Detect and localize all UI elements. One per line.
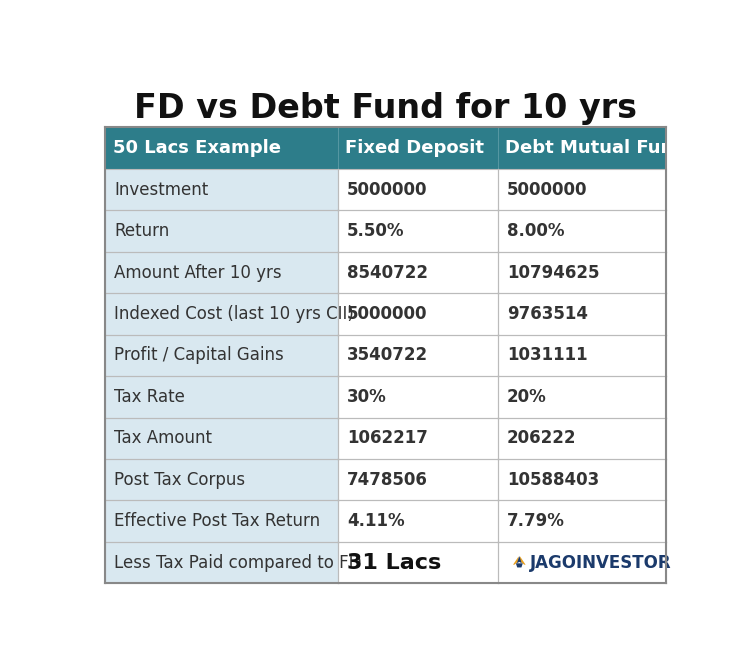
Text: 10588403: 10588403 — [507, 471, 599, 488]
Bar — [498, 459, 666, 501]
Bar — [105, 293, 338, 335]
Bar — [338, 252, 498, 293]
Bar — [338, 417, 498, 459]
Text: Investment: Investment — [114, 180, 208, 199]
Text: 10794625: 10794625 — [507, 264, 599, 282]
Polygon shape — [516, 563, 523, 568]
Text: Tax Rate: Tax Rate — [114, 388, 185, 406]
Text: 5000000: 5000000 — [507, 180, 587, 199]
Text: 8540722: 8540722 — [347, 264, 428, 282]
Text: Fixed Deposit: Fixed Deposit — [345, 139, 484, 157]
Text: 1062217: 1062217 — [347, 429, 428, 448]
Bar — [498, 211, 666, 252]
Bar — [338, 501, 498, 542]
Bar — [105, 127, 338, 169]
Text: Post Tax Corpus: Post Tax Corpus — [114, 471, 245, 488]
Text: Return: Return — [114, 222, 169, 240]
Bar — [105, 252, 338, 293]
Bar — [338, 169, 498, 211]
Text: 1031111: 1031111 — [507, 346, 587, 364]
Text: Less Tax Paid compared to FD: Less Tax Paid compared to FD — [114, 554, 362, 572]
Bar — [498, 252, 666, 293]
Bar — [105, 417, 338, 459]
Bar — [105, 376, 338, 417]
Bar — [338, 211, 498, 252]
Polygon shape — [520, 556, 526, 565]
Text: 5000000: 5000000 — [347, 180, 427, 199]
Bar — [498, 169, 666, 211]
Text: 30%: 30% — [347, 388, 387, 406]
Bar — [105, 542, 338, 583]
Text: 5.50%: 5.50% — [347, 222, 405, 240]
Bar — [338, 459, 498, 501]
Polygon shape — [517, 556, 522, 563]
Text: Effective Post Tax Return: Effective Post Tax Return — [114, 512, 320, 530]
Polygon shape — [513, 556, 519, 565]
Text: Debt Mutual Fund: Debt Mutual Fund — [505, 139, 687, 157]
Bar — [338, 293, 498, 335]
Text: Tax Amount: Tax Amount — [114, 429, 212, 448]
Bar — [338, 542, 498, 583]
Bar — [105, 501, 338, 542]
Bar — [338, 127, 498, 169]
Bar — [498, 542, 666, 583]
Text: 5000000: 5000000 — [347, 305, 427, 323]
Bar — [105, 169, 338, 211]
Text: 7478506: 7478506 — [347, 471, 428, 488]
Text: 50 Lacs Example: 50 Lacs Example — [113, 139, 280, 157]
Bar — [338, 376, 498, 417]
Bar — [338, 335, 498, 376]
Text: 3540722: 3540722 — [347, 346, 428, 364]
Text: 4.11%: 4.11% — [347, 512, 405, 530]
Text: JAGOINVESTOR: JAGOINVESTOR — [529, 554, 672, 572]
Bar — [498, 293, 666, 335]
Text: 31 Lacs: 31 Lacs — [347, 553, 441, 572]
Bar — [105, 459, 338, 501]
Bar — [498, 127, 666, 169]
Bar — [498, 417, 666, 459]
Text: 7.79%: 7.79% — [507, 512, 565, 530]
Text: Indexed Cost (last 10 yrs CII): Indexed Cost (last 10 yrs CII) — [114, 305, 354, 323]
Bar — [105, 211, 338, 252]
Text: FD vs Debt Fund for 10 yrs: FD vs Debt Fund for 10 yrs — [134, 92, 637, 125]
Text: 206222: 206222 — [507, 429, 577, 448]
Text: Amount After 10 yrs: Amount After 10 yrs — [114, 264, 282, 282]
Text: Profit / Capital Gains: Profit / Capital Gains — [114, 346, 284, 364]
Bar — [498, 376, 666, 417]
Text: 8.00%: 8.00% — [507, 222, 565, 240]
Bar — [105, 335, 338, 376]
Bar — [498, 335, 666, 376]
Bar — [498, 501, 666, 542]
Text: 9763514: 9763514 — [507, 305, 588, 323]
Text: 20%: 20% — [507, 388, 547, 406]
